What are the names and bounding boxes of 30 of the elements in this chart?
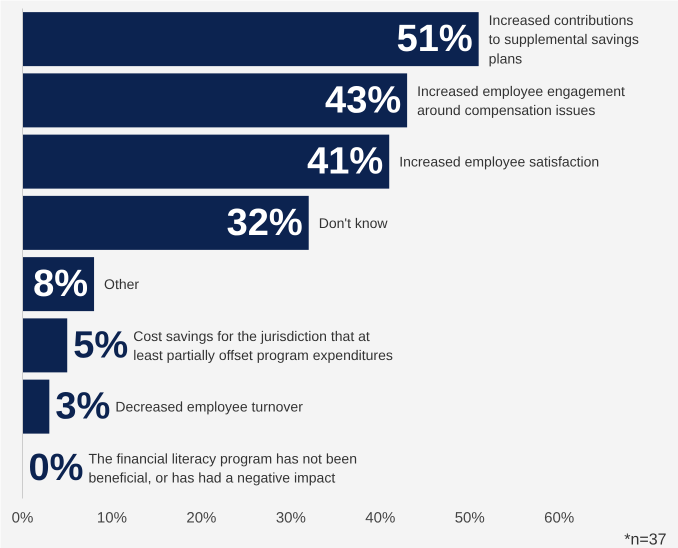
bar bbox=[22, 73, 408, 128]
data-label: 8% bbox=[33, 263, 88, 306]
y-tick-label: Increased employee engagement around compensation issues bbox=[417, 82, 626, 118]
y-tick-label: Decreased employee turnover bbox=[115, 398, 304, 415]
bar bbox=[22, 134, 390, 189]
x-tick-label: 20% bbox=[186, 510, 216, 526]
bar bbox=[22, 318, 68, 372]
data-label: 5% bbox=[73, 324, 128, 366]
data-label: 43% bbox=[325, 79, 402, 122]
text: *n=37 bbox=[624, 532, 667, 548]
y-tick-label: Don't know bbox=[318, 214, 388, 231]
y-tick-label: Cost savings for the jurisdiction that at least partially offset program expenditures bbox=[133, 328, 393, 363]
y-tick-label: The financial literacy program has not been beneficial, or has had a negative impact bbox=[88, 450, 357, 486]
y-tick-label: Other bbox=[104, 276, 140, 292]
data-label: 3% bbox=[55, 386, 110, 428]
y-tick-label: Increased employee satisfaction bbox=[399, 154, 600, 170]
x-tick-label: 10% bbox=[96, 510, 127, 526]
data-label: 41% bbox=[307, 140, 384, 183]
data-label: 51% bbox=[396, 18, 473, 60]
bar bbox=[22, 380, 50, 434]
x-tick-label: 30% bbox=[276, 510, 306, 526]
bar bbox=[22, 12, 479, 66]
x-tick-label: 40% bbox=[365, 510, 396, 526]
x-tick-label: 0% bbox=[12, 510, 34, 526]
bar bbox=[22, 196, 309, 250]
x-tick-label: 60% bbox=[544, 510, 574, 526]
x-tick-label: 50% bbox=[454, 510, 485, 526]
data-label: 32% bbox=[226, 202, 303, 244]
data-label: 0% bbox=[28, 446, 84, 489]
y-tick-label: Increased contributions to supplemental savings plans bbox=[488, 12, 639, 66]
